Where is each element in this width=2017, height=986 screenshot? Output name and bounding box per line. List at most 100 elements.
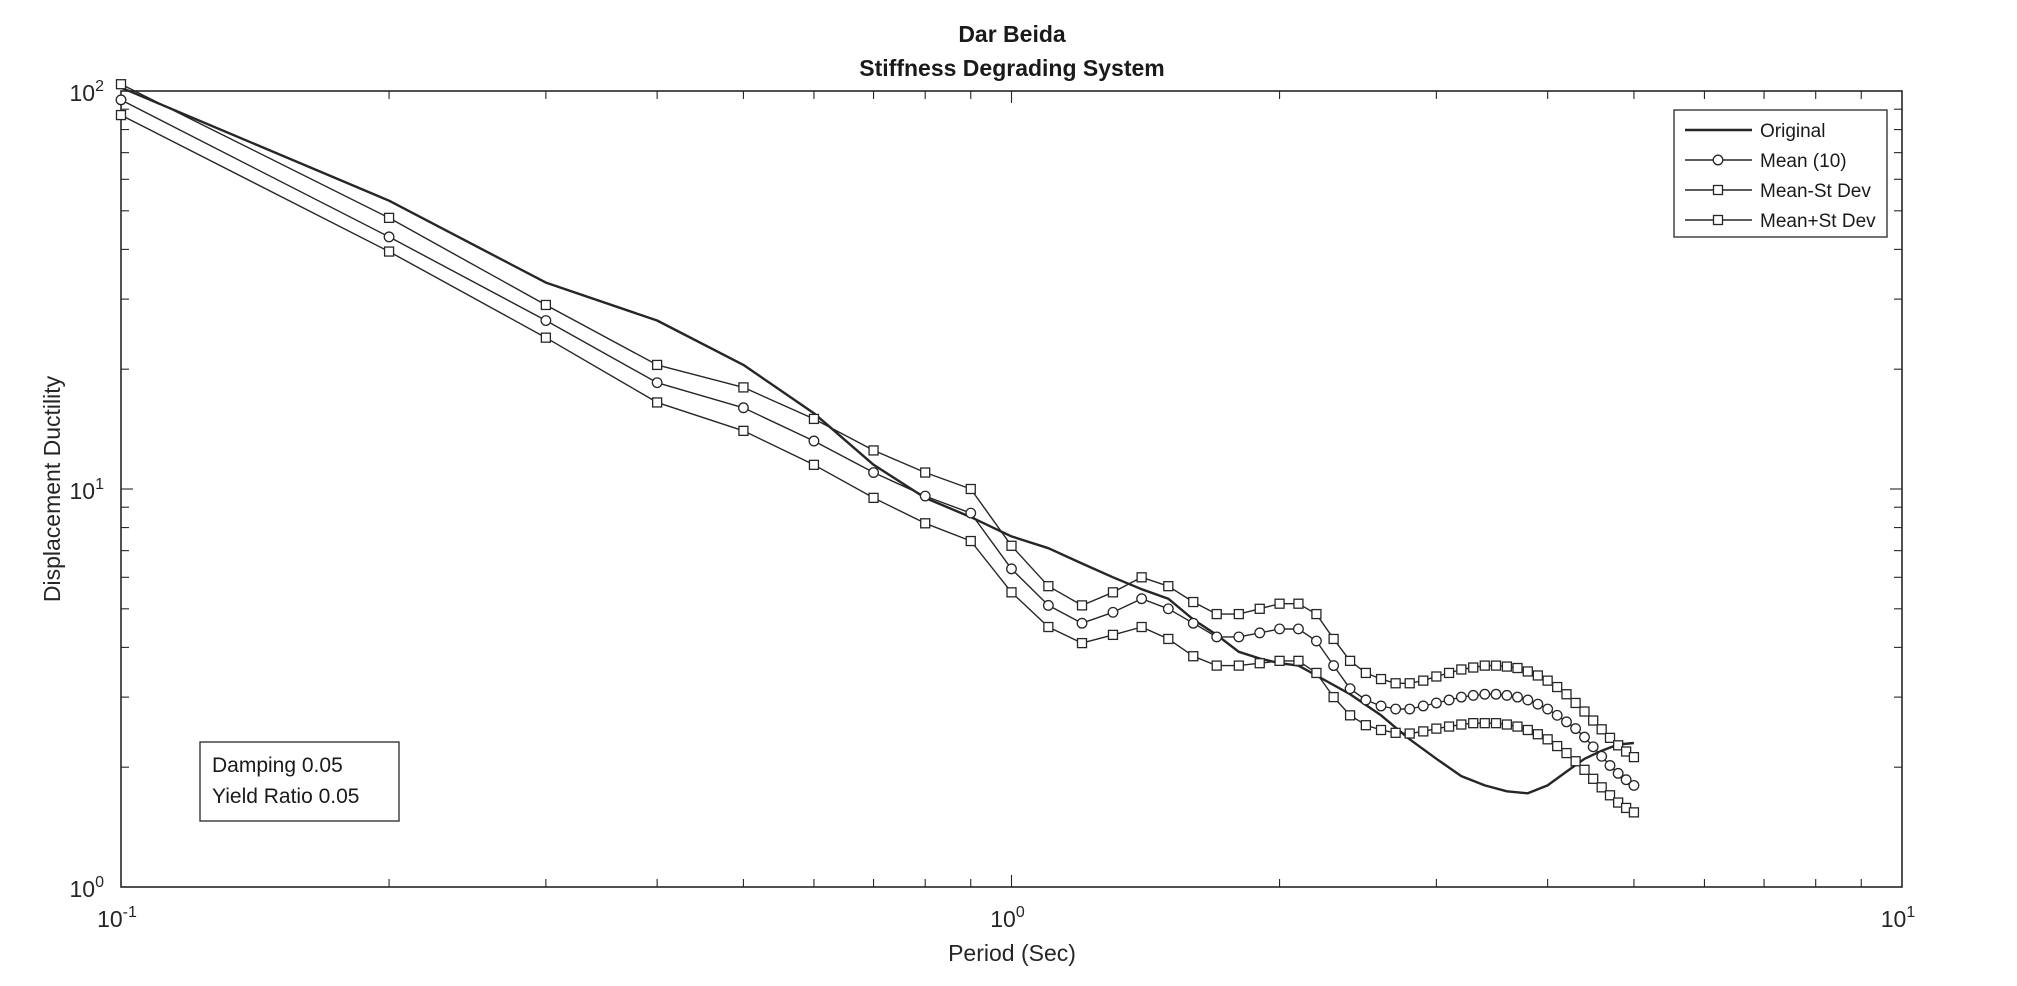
data-point <box>1596 750 1608 762</box>
data-point <box>1274 598 1285 609</box>
data-point <box>1006 563 1017 575</box>
data-point <box>1162 603 1174 615</box>
legend-label: Mean (10) <box>1760 151 1847 172</box>
data-point <box>1431 671 1442 682</box>
data-point <box>540 332 552 343</box>
data-point <box>540 299 552 311</box>
data-point <box>1211 660 1222 671</box>
legend-entry-mean-10: Mean (10) <box>1685 151 1847 172</box>
data-point <box>1522 666 1533 677</box>
data-point <box>1532 698 1544 710</box>
data-point <box>1360 720 1372 731</box>
data-point <box>1211 608 1222 620</box>
data-point <box>1418 726 1429 737</box>
legend: Original Mean (10) Mean-St Dev Mean+St Dev <box>1673 109 1888 238</box>
data-point <box>115 109 127 121</box>
data-point <box>1136 572 1147 583</box>
data-point <box>1107 587 1119 598</box>
data-point <box>1604 790 1616 801</box>
data-point <box>1532 670 1543 681</box>
data-point <box>1522 694 1534 706</box>
data-point <box>1076 617 1088 629</box>
y-tick-label: 100 <box>70 874 105 902</box>
data-point <box>1043 621 1054 633</box>
legend-marker <box>1712 184 1724 196</box>
data-point <box>1588 715 1599 726</box>
data-point <box>1390 727 1401 738</box>
data-point <box>1417 700 1429 712</box>
legend-marker <box>1712 214 1724 226</box>
data-point <box>1479 660 1490 671</box>
data-point <box>1311 667 1322 679</box>
chart-title: Dar Beida <box>958 21 1066 47</box>
data-point <box>1076 637 1088 649</box>
legend-label: Mean-St Dev <box>1760 181 1871 202</box>
data-point <box>1612 767 1624 779</box>
data-point <box>1542 703 1554 715</box>
data-point <box>1328 633 1339 645</box>
x-axis-label: Period (Sec) <box>948 940 1076 966</box>
y-tick-label: 101 <box>70 476 105 504</box>
legend-entry-mean-st-dev: Mean-St Dev <box>1685 181 1871 202</box>
data-point <box>1512 662 1523 674</box>
data-point <box>1163 633 1174 645</box>
data-point <box>1612 740 1624 751</box>
legend-entry-mean-st-dev: Mean+St Dev <box>1685 211 1876 232</box>
data-point <box>1107 629 1119 641</box>
data-point <box>1620 774 1632 786</box>
data-point <box>1612 797 1624 808</box>
legend-entries: Original Mean (10) Mean-St Dev Mean+St Dev <box>1685 121 1876 232</box>
data-point <box>383 212 395 224</box>
plot-area <box>115 79 1903 888</box>
data-point <box>1570 723 1582 735</box>
data-point <box>1561 716 1572 728</box>
data-point <box>965 507 977 519</box>
x-tick-labels: 10-1 100 101 <box>97 904 1915 932</box>
chart-subtitle: Stiffness Degrading System <box>859 55 1164 81</box>
data-point <box>1404 728 1415 739</box>
data-point <box>1467 689 1479 701</box>
data-point <box>1561 689 1572 700</box>
data-point <box>1570 756 1581 767</box>
data-point <box>1375 673 1387 685</box>
data-point <box>1628 779 1640 791</box>
series-original <box>120 86 1635 795</box>
data-point <box>1551 709 1563 721</box>
data-point <box>919 490 931 502</box>
data-point <box>1274 655 1285 667</box>
annotation-box: Damping 0.05 Yield Ratio 0.05 <box>199 741 400 822</box>
data-point <box>651 377 663 389</box>
annotation-yield-ratio: Yield Ratio 0.05 <box>212 785 359 808</box>
data-point <box>1501 689 1513 701</box>
data-point <box>1479 718 1490 729</box>
data-point <box>1310 635 1322 647</box>
data-point <box>1404 703 1416 715</box>
data-point <box>1404 678 1415 689</box>
data-point <box>1596 782 1607 793</box>
data-point <box>1561 747 1572 759</box>
data-point <box>1455 691 1467 703</box>
data-point <box>1254 603 1265 614</box>
data-point <box>1552 681 1563 693</box>
data-point <box>1596 724 1607 735</box>
data-point <box>115 79 127 90</box>
data-point <box>1107 606 1119 618</box>
data-point <box>920 467 931 478</box>
data-point <box>1187 617 1199 629</box>
data-point <box>1233 660 1244 671</box>
data-point <box>1501 661 1513 672</box>
data-point <box>1443 721 1455 732</box>
legend-entry-original: Original <box>1685 121 1825 142</box>
data-point <box>1620 746 1632 757</box>
data-point <box>1136 593 1148 605</box>
legend-label: Original <box>1760 121 1825 142</box>
data-point <box>868 445 879 456</box>
data-point <box>1542 675 1553 686</box>
data-point <box>1456 664 1467 675</box>
annotation-frame <box>199 741 400 822</box>
data-point <box>1344 710 1356 721</box>
data-point <box>1274 623 1286 635</box>
y-tick-label: 102 <box>70 78 105 106</box>
data-point <box>540 315 552 326</box>
